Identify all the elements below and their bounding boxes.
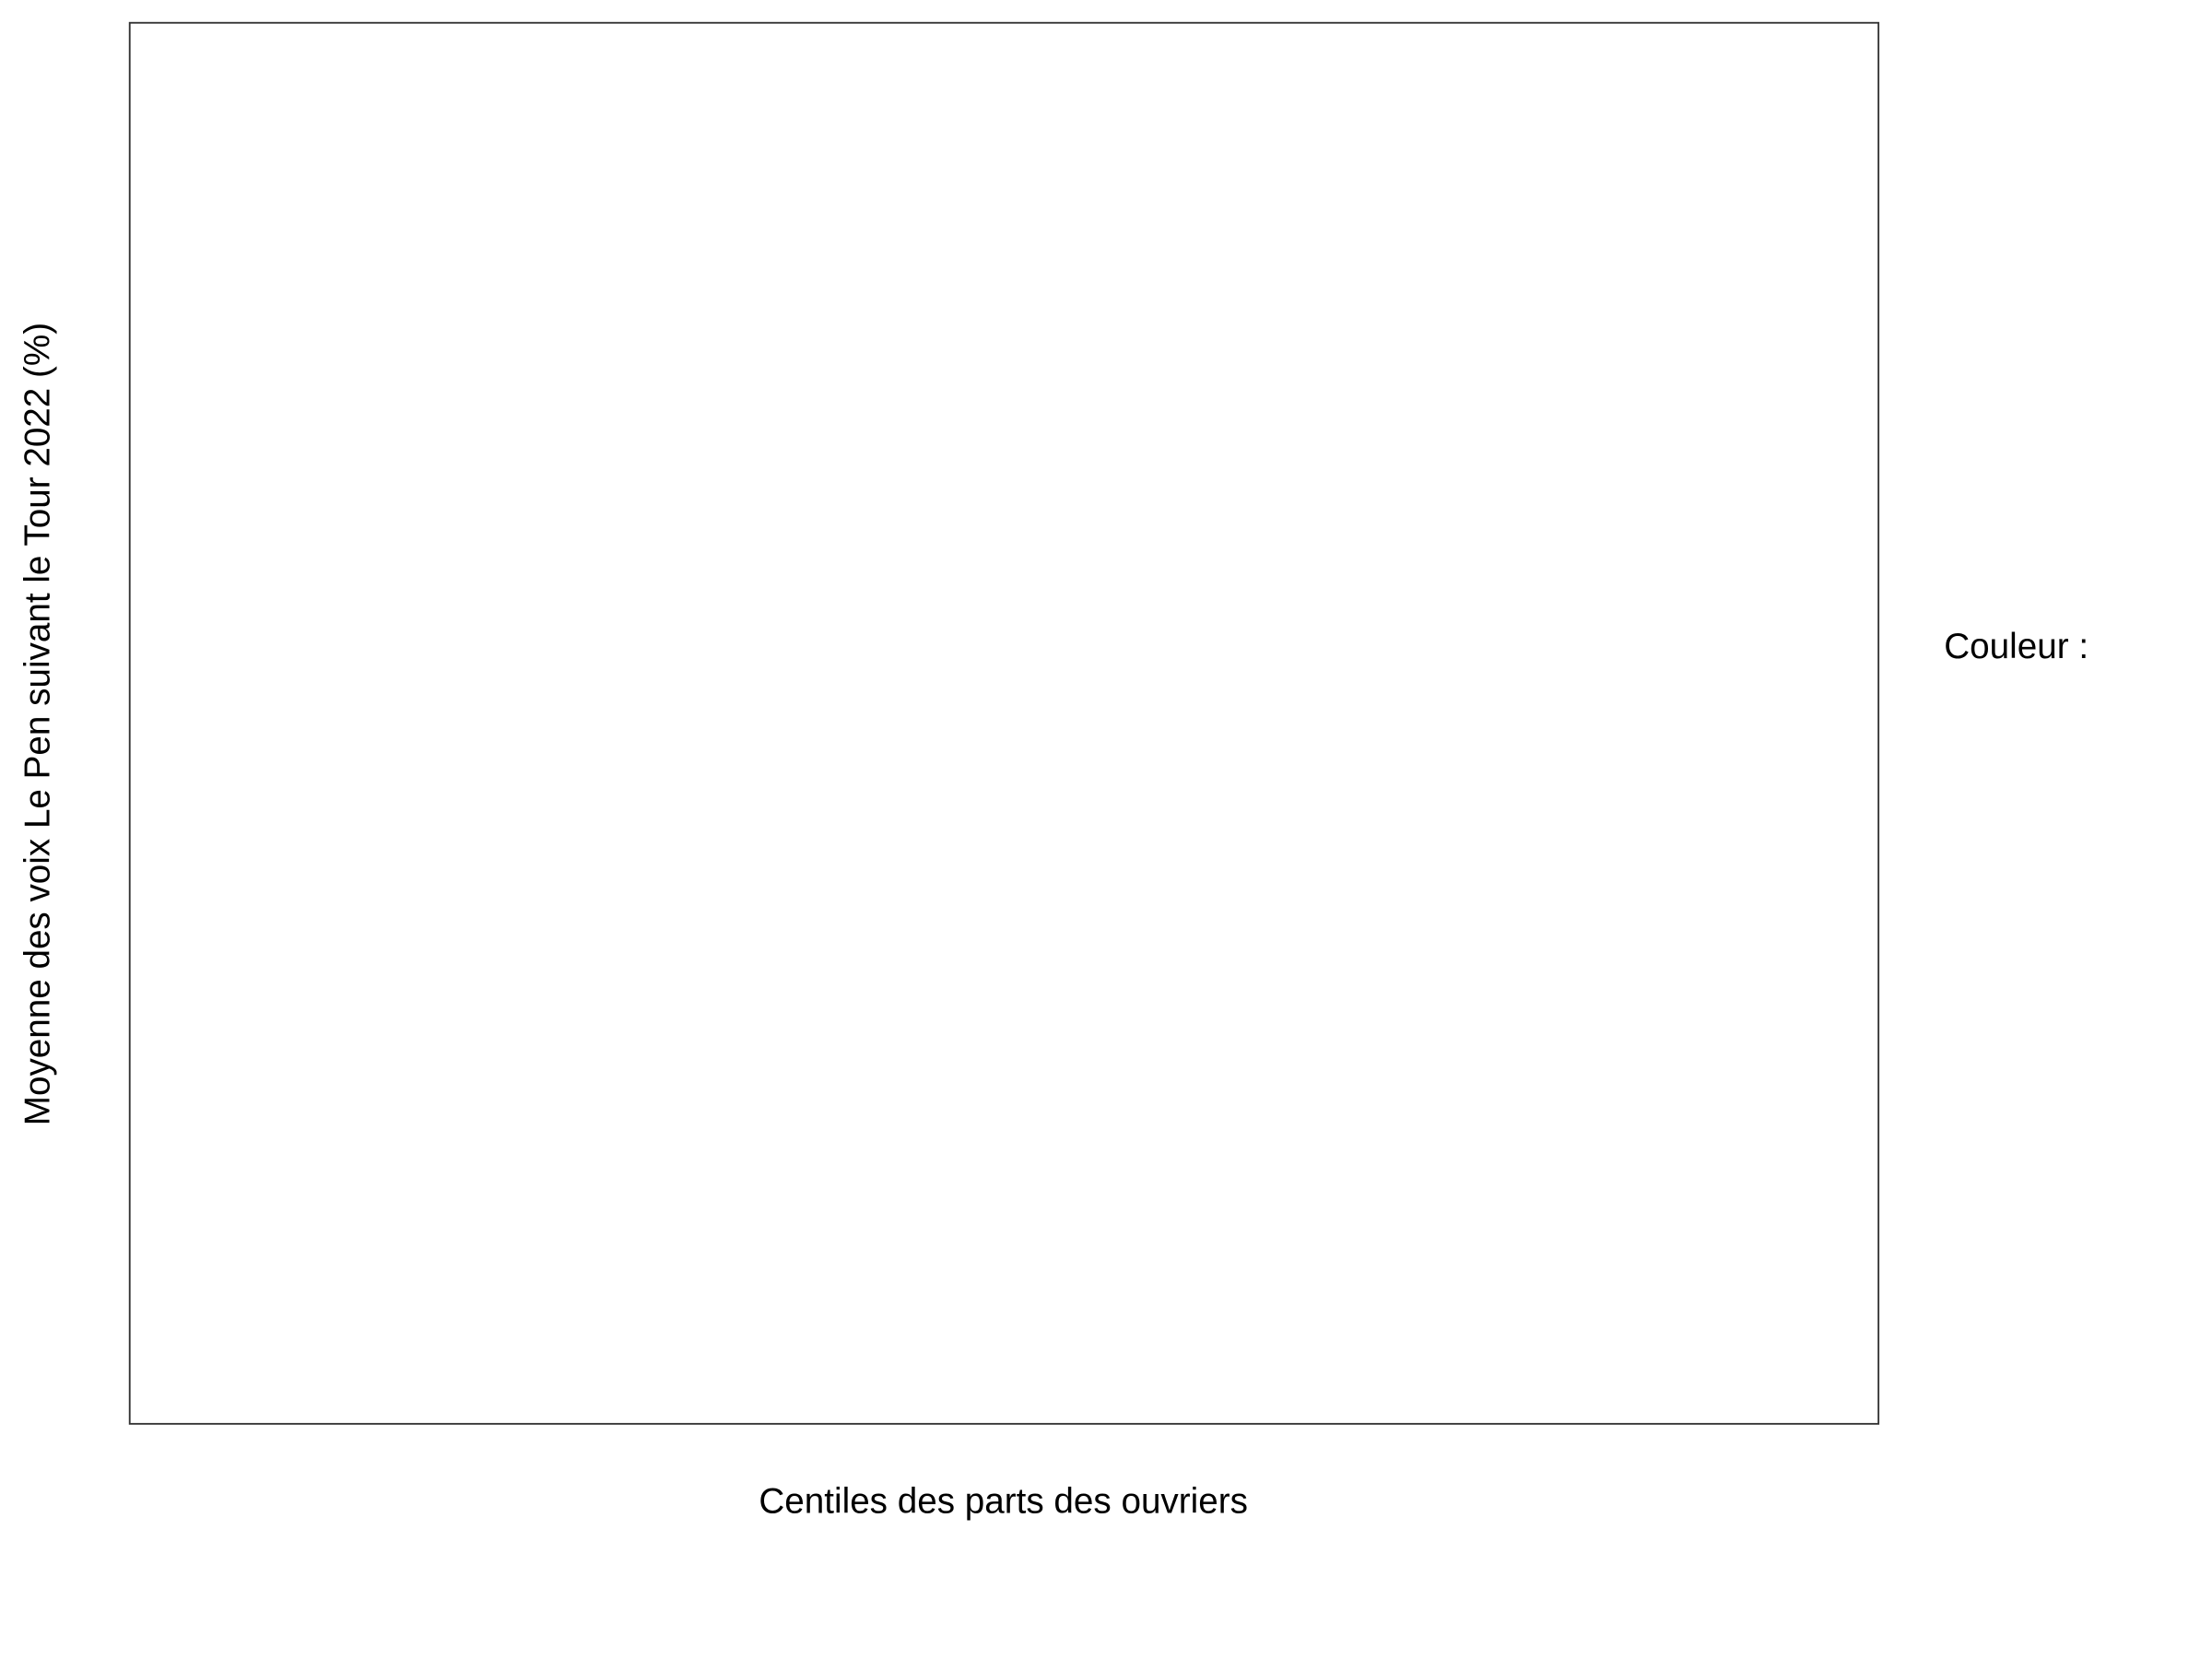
legend: Couleur : <box>1944 627 2088 666</box>
legend-title: Couleur : <box>1944 627 2088 666</box>
x-axis-title: Centiles des parts des ouvriers <box>759 1482 1247 1522</box>
y-axis-title: Moyenne des voix Le Pen suivant le Tour … <box>18 323 58 1125</box>
panel-border <box>128 21 1880 1425</box>
